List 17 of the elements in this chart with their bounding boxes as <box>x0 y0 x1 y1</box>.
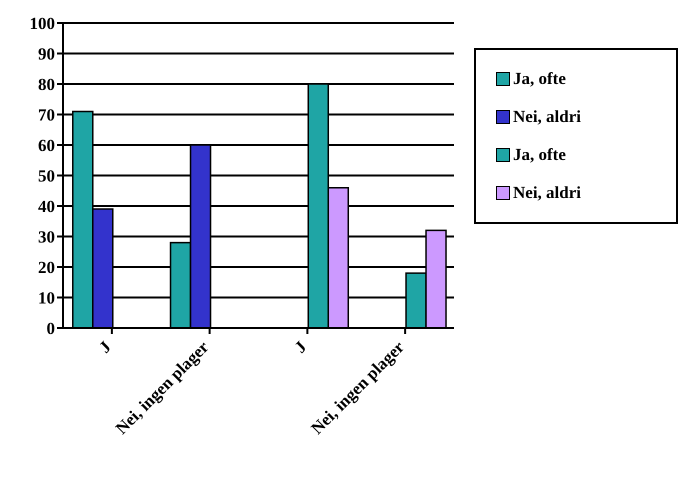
legend-label: Nei, aldri <box>513 182 581 204</box>
y-tick-label: 70 <box>38 106 55 125</box>
y-tick-label: 50 <box>38 166 55 186</box>
y-tick-label: 20 <box>38 258 55 278</box>
y-tick-label: 80 <box>38 75 55 94</box>
y-tick-label: 30 <box>38 228 55 247</box>
y-tick-label: 100 <box>30 14 55 34</box>
y-tick-label: 90 <box>38 44 55 64</box>
legend-label: Ja, ofte <box>513 144 566 166</box>
y-tick-label: 60 <box>38 136 55 156</box>
legend-label: Nei, aldri <box>513 106 581 128</box>
y-tick-label: 0 <box>46 319 55 338</box>
x-tick-label: J <box>290 337 311 357</box>
y-tick-label: 10 <box>38 288 55 308</box>
x-tick-label: J <box>95 337 116 357</box>
legend-label: Ja, ofte <box>513 68 566 90</box>
y-tick-label: 40 <box>38 197 55 216</box>
